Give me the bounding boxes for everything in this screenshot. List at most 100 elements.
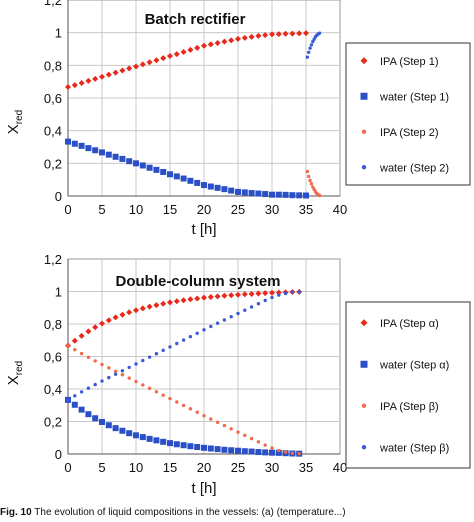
data-point <box>207 294 214 301</box>
series-4 <box>305 31 322 59</box>
data-point <box>308 46 312 50</box>
legend-label: IPA (Step 1) <box>380 56 439 68</box>
data-point <box>282 191 289 198</box>
data-point <box>66 343 70 348</box>
x-tick-label: 25 <box>231 202 245 217</box>
data-point <box>262 290 269 297</box>
data-point <box>262 32 269 39</box>
y-tick-label: 1 <box>55 26 62 41</box>
data-point <box>187 46 194 53</box>
legend-label: water (Step 2) <box>379 162 449 174</box>
data-point <box>78 406 85 413</box>
data-point <box>194 444 201 451</box>
data-point <box>277 448 281 453</box>
data-point <box>275 31 282 38</box>
data-point <box>85 145 92 152</box>
data-point <box>107 375 111 380</box>
data-point <box>86 355 91 360</box>
data-point <box>269 31 275 38</box>
y-axis-label-subscript: red <box>14 361 25 375</box>
data-point <box>126 430 133 437</box>
data-point <box>207 183 214 190</box>
data-point <box>112 69 119 76</box>
data-point <box>283 450 288 454</box>
data-point <box>180 48 187 55</box>
data-point <box>277 293 281 297</box>
data-point <box>112 153 119 160</box>
data-point <box>248 33 255 40</box>
data-point <box>146 164 153 171</box>
data-point <box>303 30 309 37</box>
data-point <box>126 309 133 316</box>
legend-label: IPA (Step α) <box>380 318 439 330</box>
data-point <box>180 442 187 449</box>
data-point <box>241 34 248 41</box>
legend-label: water (Step 1) <box>379 91 449 103</box>
y-axis-label: Xred <box>5 361 25 385</box>
x-tick-label: 20 <box>197 460 211 475</box>
legend-label: IPA (Step 2) <box>380 127 439 139</box>
data-point <box>119 155 126 162</box>
y-tick-label: 0,4 <box>44 382 62 397</box>
data-point <box>160 300 167 307</box>
data-point <box>112 425 119 432</box>
data-point <box>167 53 173 60</box>
data-point <box>228 187 235 194</box>
data-point <box>188 334 193 339</box>
legend-marker <box>361 445 367 450</box>
data-point <box>214 184 221 191</box>
x-tick-label: 35 <box>299 460 313 475</box>
data-point <box>194 179 201 186</box>
series-3 <box>305 169 322 198</box>
legend-label: IPA (Step β) <box>380 401 439 413</box>
data-point <box>269 289 275 296</box>
data-point <box>255 32 262 39</box>
data-point <box>222 318 227 322</box>
data-point <box>126 158 133 165</box>
legend: IPA (Step α) water (Step α) IPA (Step β) wa… <box>345 301 471 469</box>
data-point <box>249 436 254 441</box>
data-point <box>305 169 310 174</box>
data-point <box>141 358 145 363</box>
data-point <box>175 341 179 346</box>
data-point <box>78 332 85 339</box>
data-point <box>105 71 112 78</box>
y-tick-label: 0,8 <box>44 58 62 73</box>
data-point <box>161 393 165 397</box>
data-point <box>71 140 78 147</box>
data-point <box>201 182 207 189</box>
data-point <box>160 438 167 445</box>
data-point <box>229 427 233 431</box>
data-point <box>113 369 118 373</box>
series-1 <box>65 288 303 349</box>
x-tick-label: 5 <box>98 202 105 217</box>
data-point <box>228 292 235 299</box>
data-point <box>134 379 138 384</box>
data-point <box>309 182 314 186</box>
data-point <box>173 51 180 58</box>
data-point <box>269 191 275 198</box>
data-point <box>221 186 228 193</box>
x-tick-label: 5 <box>98 460 105 475</box>
data-point <box>262 191 269 198</box>
data-point <box>133 307 139 314</box>
y-tick-label: 0,2 <box>44 156 62 171</box>
data-point <box>289 30 296 37</box>
data-point <box>222 423 227 428</box>
data-point <box>201 42 207 49</box>
data-point <box>235 447 241 454</box>
data-point <box>107 366 111 370</box>
data-point <box>73 347 77 352</box>
data-point <box>100 362 104 367</box>
data-point <box>207 445 214 452</box>
data-point <box>215 420 220 425</box>
data-point <box>120 373 125 377</box>
data-point <box>275 191 282 198</box>
y-tick-label: 0 <box>55 189 62 204</box>
x-tick-label: 10 <box>129 460 143 475</box>
y-tick-label: 1,2 <box>44 0 62 8</box>
data-point <box>119 67 126 74</box>
data-point <box>275 289 282 296</box>
x-tick-label: 20 <box>197 202 211 217</box>
